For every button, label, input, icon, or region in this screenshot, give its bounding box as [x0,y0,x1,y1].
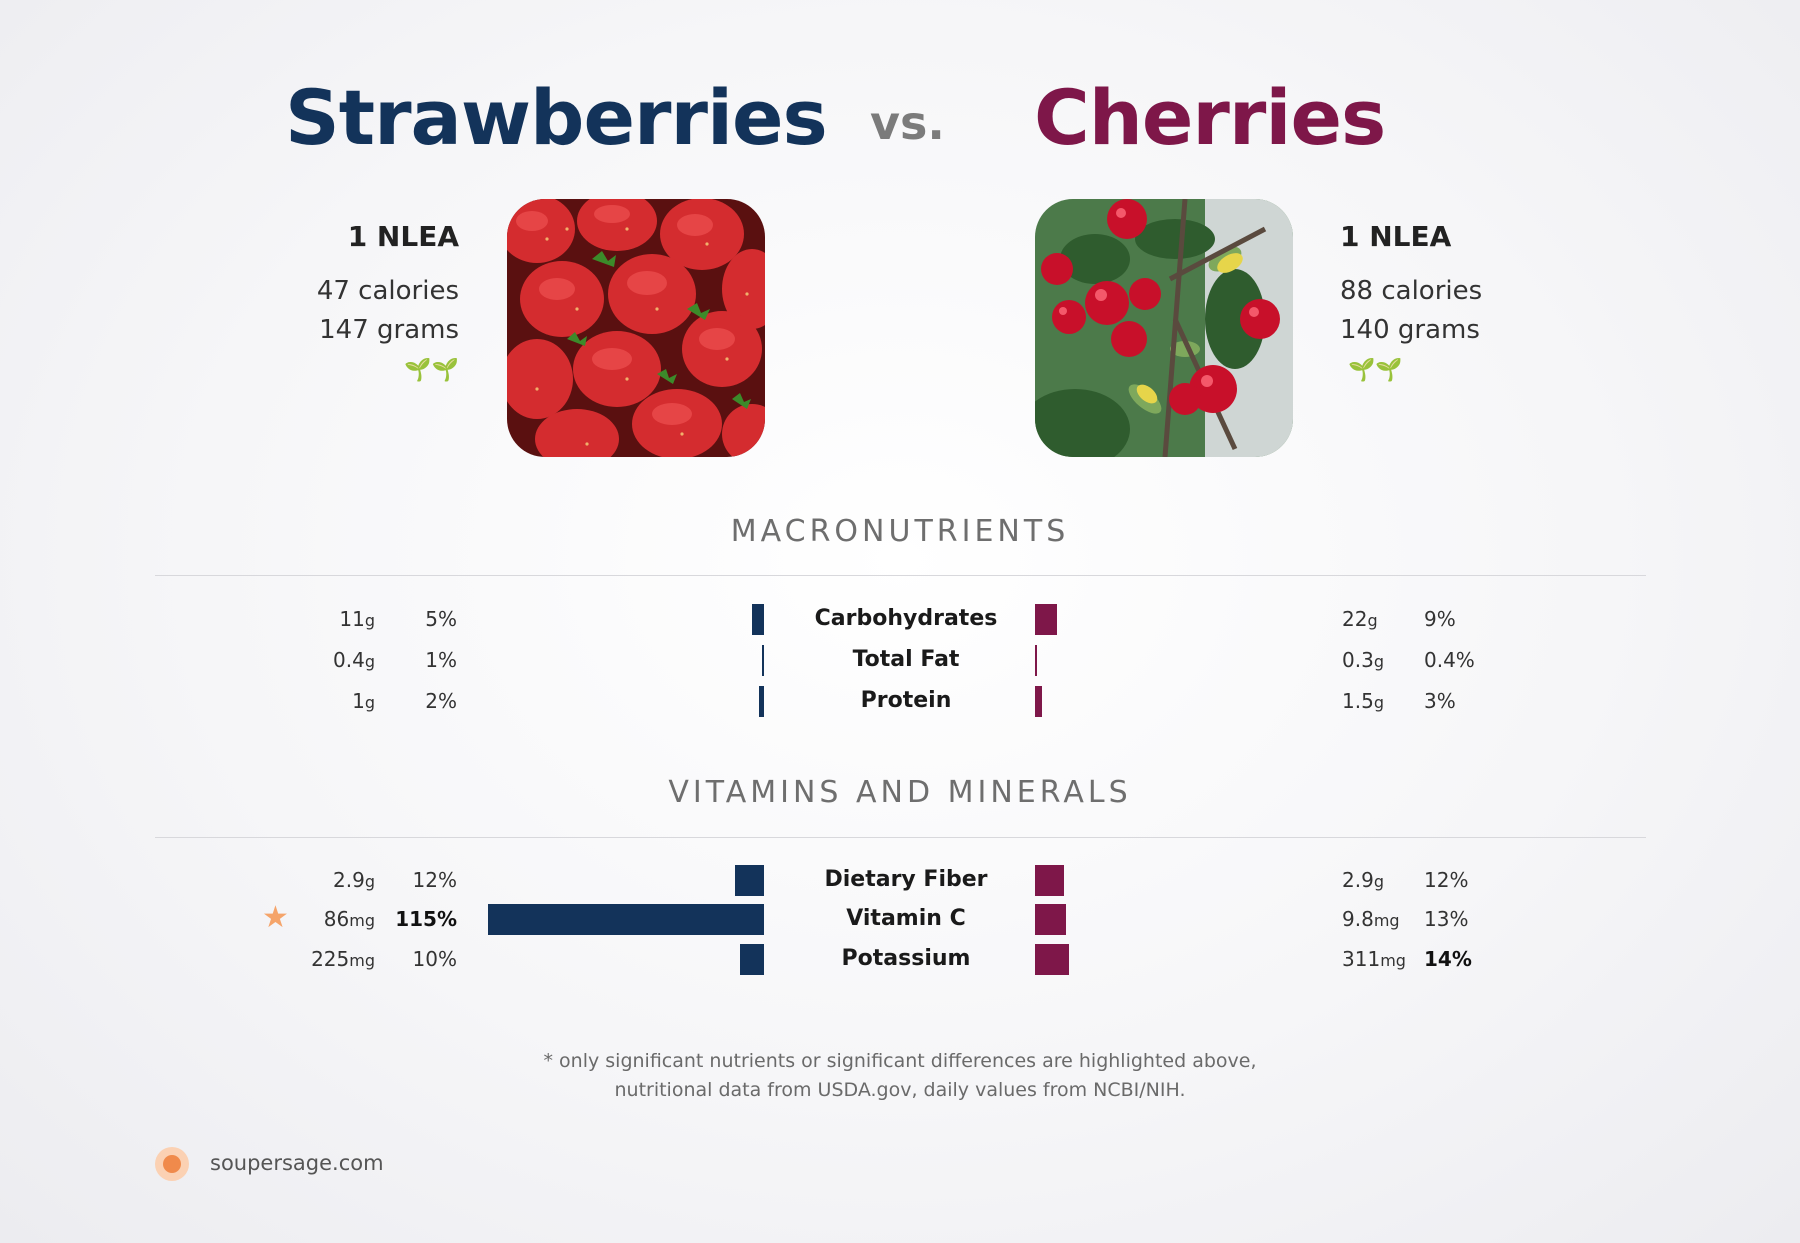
right-amount: 9.8mg [1342,907,1400,931]
right-daily-percent: 14% [1424,947,1472,971]
right-serving: 1 NLEA [1340,220,1452,253]
right-calories: 88 calories [1340,276,1483,306]
right-daily-percent: 13% [1424,907,1469,931]
site-link[interactable]: soupersage.com [210,1151,384,1175]
left-amount: 11g [339,607,375,631]
left-bar [759,685,764,717]
right-bar [1035,864,1064,896]
right-grams: 140 grams [1340,315,1480,345]
right-bar [1035,685,1043,717]
nutrient-label: Vitamin C [846,906,966,931]
right-daily-percent: 12% [1424,868,1469,892]
nutrient-label: Potassium [841,946,971,971]
left-amount: 2.9g [333,868,375,892]
footnote-line-2: nutritional data from USDA.gov, daily va… [614,1079,1186,1101]
right-bar [1035,603,1057,635]
right-amount: 0.3g [1342,648,1384,672]
left-bar [488,903,764,935]
right-bar [1035,943,1069,975]
left-amount: 1g [352,689,375,713]
right-daily-percent: 9% [1424,607,1456,631]
nutrient-label: Carbohydrates [814,606,998,631]
vitamins-heading: VITAMINS AND MINERALS [668,775,1132,810]
right-amount: 2.9g [1342,868,1384,892]
footnote-line-1: * only significant nutrients or signific… [543,1050,1257,1072]
left-daily-percent: 2% [425,689,457,713]
right-sprout-icons: 🌱🌱 [1348,358,1403,383]
star-icon: ★ [262,900,289,935]
vitamins-divider [155,837,1646,838]
right-amount: 22g [1342,607,1378,631]
nutrient-label: Total Fat [852,647,960,672]
right-bar [1035,903,1067,935]
strawberries-photo [507,199,765,457]
cherries-photo [1035,199,1293,457]
right-daily-percent: 0.4% [1424,648,1475,672]
left-daily-percent: 12% [412,868,457,892]
left-bar [761,644,764,676]
left-serving: 1 NLEA [347,220,459,253]
left-daily-percent: 5% [425,607,457,631]
soupersage-logo-icon [155,1147,189,1181]
left-amount: 0.4g [333,648,375,672]
left-calories: 47 calories [316,276,459,306]
nutrient-label: Dietary Fiber [824,867,988,892]
right-amount: 311mg [1342,947,1406,971]
left-sprout-icons: 🌱🌱 [404,358,459,383]
left-daily-percent: 10% [412,947,457,971]
left-bar [735,864,764,896]
left-food-title: Strawberries [285,73,828,162]
left-grams: 147 grams [319,315,459,345]
right-bar [1035,644,1037,676]
right-daily-percent: 3% [1424,689,1456,713]
right-amount: 1.5g [1342,689,1384,713]
macros-divider [155,575,1646,576]
left-daily-percent: 115% [395,907,457,931]
left-daily-percent: 1% [425,648,457,672]
left-amount: 86mg [323,907,375,931]
nutrient-label: Protein [860,688,952,713]
left-bar [752,603,764,635]
macronutrients-heading: MACRONUTRIENTS [730,514,1070,549]
right-food-title: Cherries [1034,73,1386,162]
left-bar [740,943,764,975]
vs-label: vs. [870,96,945,150]
left-amount: 225mg [311,947,375,971]
